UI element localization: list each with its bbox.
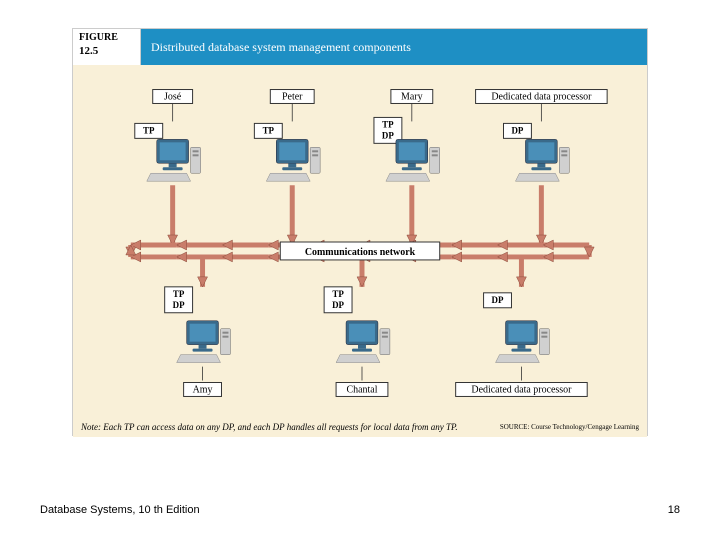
diagram-area: Communications network José TP Peter TP Mary T… bbox=[73, 65, 647, 417]
figure-container: FIGURE 12.5 Distributed database system … bbox=[72, 28, 648, 436]
diagram-svg: Communications network José TP Peter TP Mary T… bbox=[73, 65, 647, 417]
svg-text:DP: DP bbox=[173, 300, 185, 310]
note-text: Note: Each TP can access data on any DP,… bbox=[81, 422, 458, 432]
svg-text:Dedicated data processor: Dedicated data processor bbox=[471, 384, 572, 395]
source-text: SOURCE: Course Technology/Cengage Learni… bbox=[500, 423, 639, 431]
svg-text:TP: TP bbox=[173, 289, 185, 299]
note-bar: Note: Each TP can access data on any DP,… bbox=[73, 417, 647, 437]
figure-header: FIGURE 12.5 Distributed database system … bbox=[73, 29, 647, 65]
slide-footer: Database Systems, 10 th Edition 18 bbox=[40, 504, 680, 516]
svg-text:DP: DP bbox=[492, 295, 504, 305]
figure-label-text: FIGURE bbox=[79, 32, 118, 43]
svg-text:Mary: Mary bbox=[401, 91, 423, 102]
footer-right: 18 bbox=[668, 504, 680, 516]
svg-text:DP: DP bbox=[382, 130, 394, 140]
figure-title: Distributed database system management c… bbox=[141, 29, 647, 65]
svg-text:TP: TP bbox=[263, 125, 275, 135]
svg-text:TP: TP bbox=[332, 289, 344, 299]
svg-text:Chantal: Chantal bbox=[347, 384, 378, 395]
svg-text:Communications network: Communications network bbox=[305, 247, 416, 258]
svg-text:DP: DP bbox=[511, 125, 523, 135]
svg-text:Amy: Amy bbox=[193, 384, 213, 395]
figure-number: 12.5 bbox=[79, 45, 134, 57]
svg-text:TP: TP bbox=[143, 125, 155, 135]
svg-text:Dedicated data processor: Dedicated data processor bbox=[491, 91, 592, 102]
svg-text:José: José bbox=[164, 91, 182, 102]
footer-left: Database Systems, 10 th Edition bbox=[40, 504, 200, 516]
figure-label: FIGURE 12.5 bbox=[73, 29, 141, 65]
svg-text:Peter: Peter bbox=[282, 91, 303, 102]
svg-text:DP: DP bbox=[332, 300, 344, 310]
svg-text:TP: TP bbox=[382, 119, 394, 129]
